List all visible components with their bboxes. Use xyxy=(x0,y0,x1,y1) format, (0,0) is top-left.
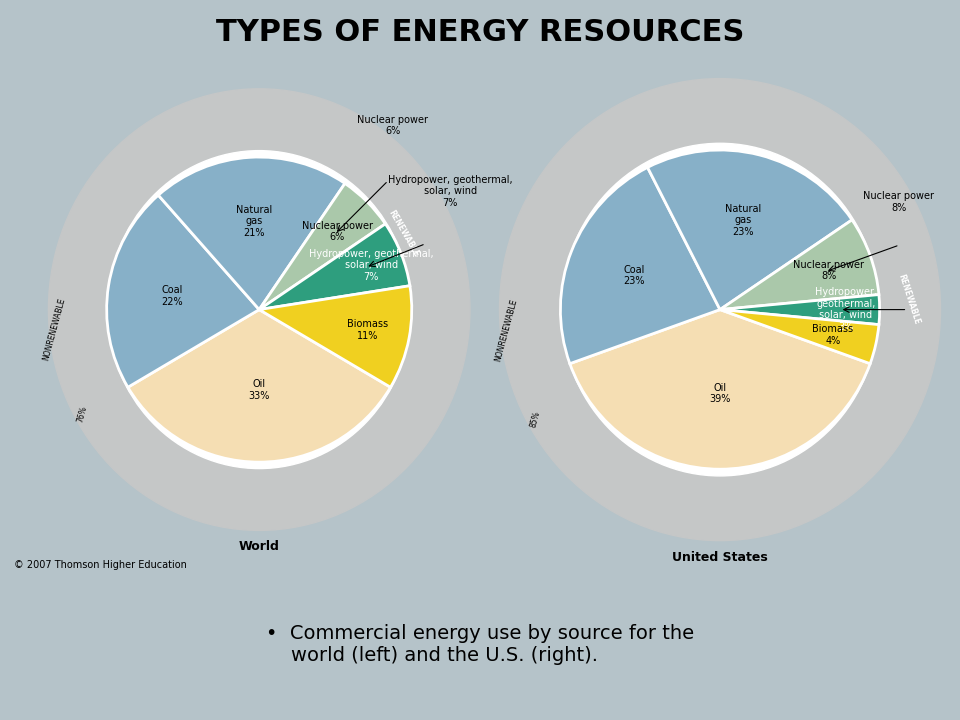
Text: TYPES OF ENERGY RESOURCES: TYPES OF ENERGY RESOURCES xyxy=(216,18,744,47)
Wedge shape xyxy=(128,310,391,462)
Text: Nuclear power
8%: Nuclear power 8% xyxy=(863,191,934,212)
Wedge shape xyxy=(561,167,720,364)
Text: Natural
gas
21%: Natural gas 21% xyxy=(235,205,272,238)
Text: Oil
39%: Oil 39% xyxy=(709,383,731,405)
Wedge shape xyxy=(720,220,879,310)
Wedge shape xyxy=(107,195,259,387)
Wedge shape xyxy=(158,157,345,310)
Text: Natural
gas
23%: Natural gas 23% xyxy=(725,204,761,237)
Ellipse shape xyxy=(499,78,941,541)
Text: NONRENEWABLE: NONRENEWABLE xyxy=(493,298,518,363)
Text: 76%: 76% xyxy=(76,405,89,423)
Text: RENEWABLE: RENEWABLE xyxy=(387,208,420,258)
Text: Biomass
4%: Biomass 4% xyxy=(812,324,853,346)
Text: © 2007 Thomson Higher Education: © 2007 Thomson Higher Education xyxy=(14,560,187,570)
Wedge shape xyxy=(259,224,410,310)
Ellipse shape xyxy=(48,89,470,531)
Text: Coal
22%: Coal 22% xyxy=(161,285,182,307)
Text: Hydropower, geothermal,
solar, wind
7%: Hydropower, geothermal, solar, wind 7% xyxy=(309,248,434,282)
Wedge shape xyxy=(570,310,870,469)
Text: 85%: 85% xyxy=(529,410,541,428)
Wedge shape xyxy=(259,286,412,387)
Ellipse shape xyxy=(108,150,411,469)
Text: World: World xyxy=(239,540,279,553)
Text: Biomass
11%: Biomass 11% xyxy=(348,320,388,341)
Ellipse shape xyxy=(562,143,878,476)
Text: RENEWABLE: RENEWABLE xyxy=(897,273,922,325)
Text: Nuclear power
6%: Nuclear power 6% xyxy=(357,114,428,136)
Text: NONRENEWABLE: NONRENEWABLE xyxy=(42,297,67,362)
Text: United States: United States xyxy=(672,551,768,564)
Wedge shape xyxy=(648,150,852,310)
Text: Oil
33%: Oil 33% xyxy=(249,379,270,401)
Text: Hydropower,
geothermal,
solar, wind
3%: Hydropower, geothermal, solar, wind 3% xyxy=(815,287,877,332)
Text: Nuclear power
6%: Nuclear power 6% xyxy=(301,221,372,243)
Text: •  Commercial energy use by source for the
    world (left) and the U.S. (right): • Commercial energy use by source for th… xyxy=(266,624,694,665)
Text: Hydropower, geothermal,
solar, wind
7%: Hydropower, geothermal, solar, wind 7% xyxy=(388,175,513,208)
Wedge shape xyxy=(720,294,879,325)
Text: Coal
23%: Coal 23% xyxy=(623,265,645,287)
Wedge shape xyxy=(259,184,385,310)
Wedge shape xyxy=(720,310,879,364)
Text: Nuclear power
8%: Nuclear power 8% xyxy=(793,260,864,282)
